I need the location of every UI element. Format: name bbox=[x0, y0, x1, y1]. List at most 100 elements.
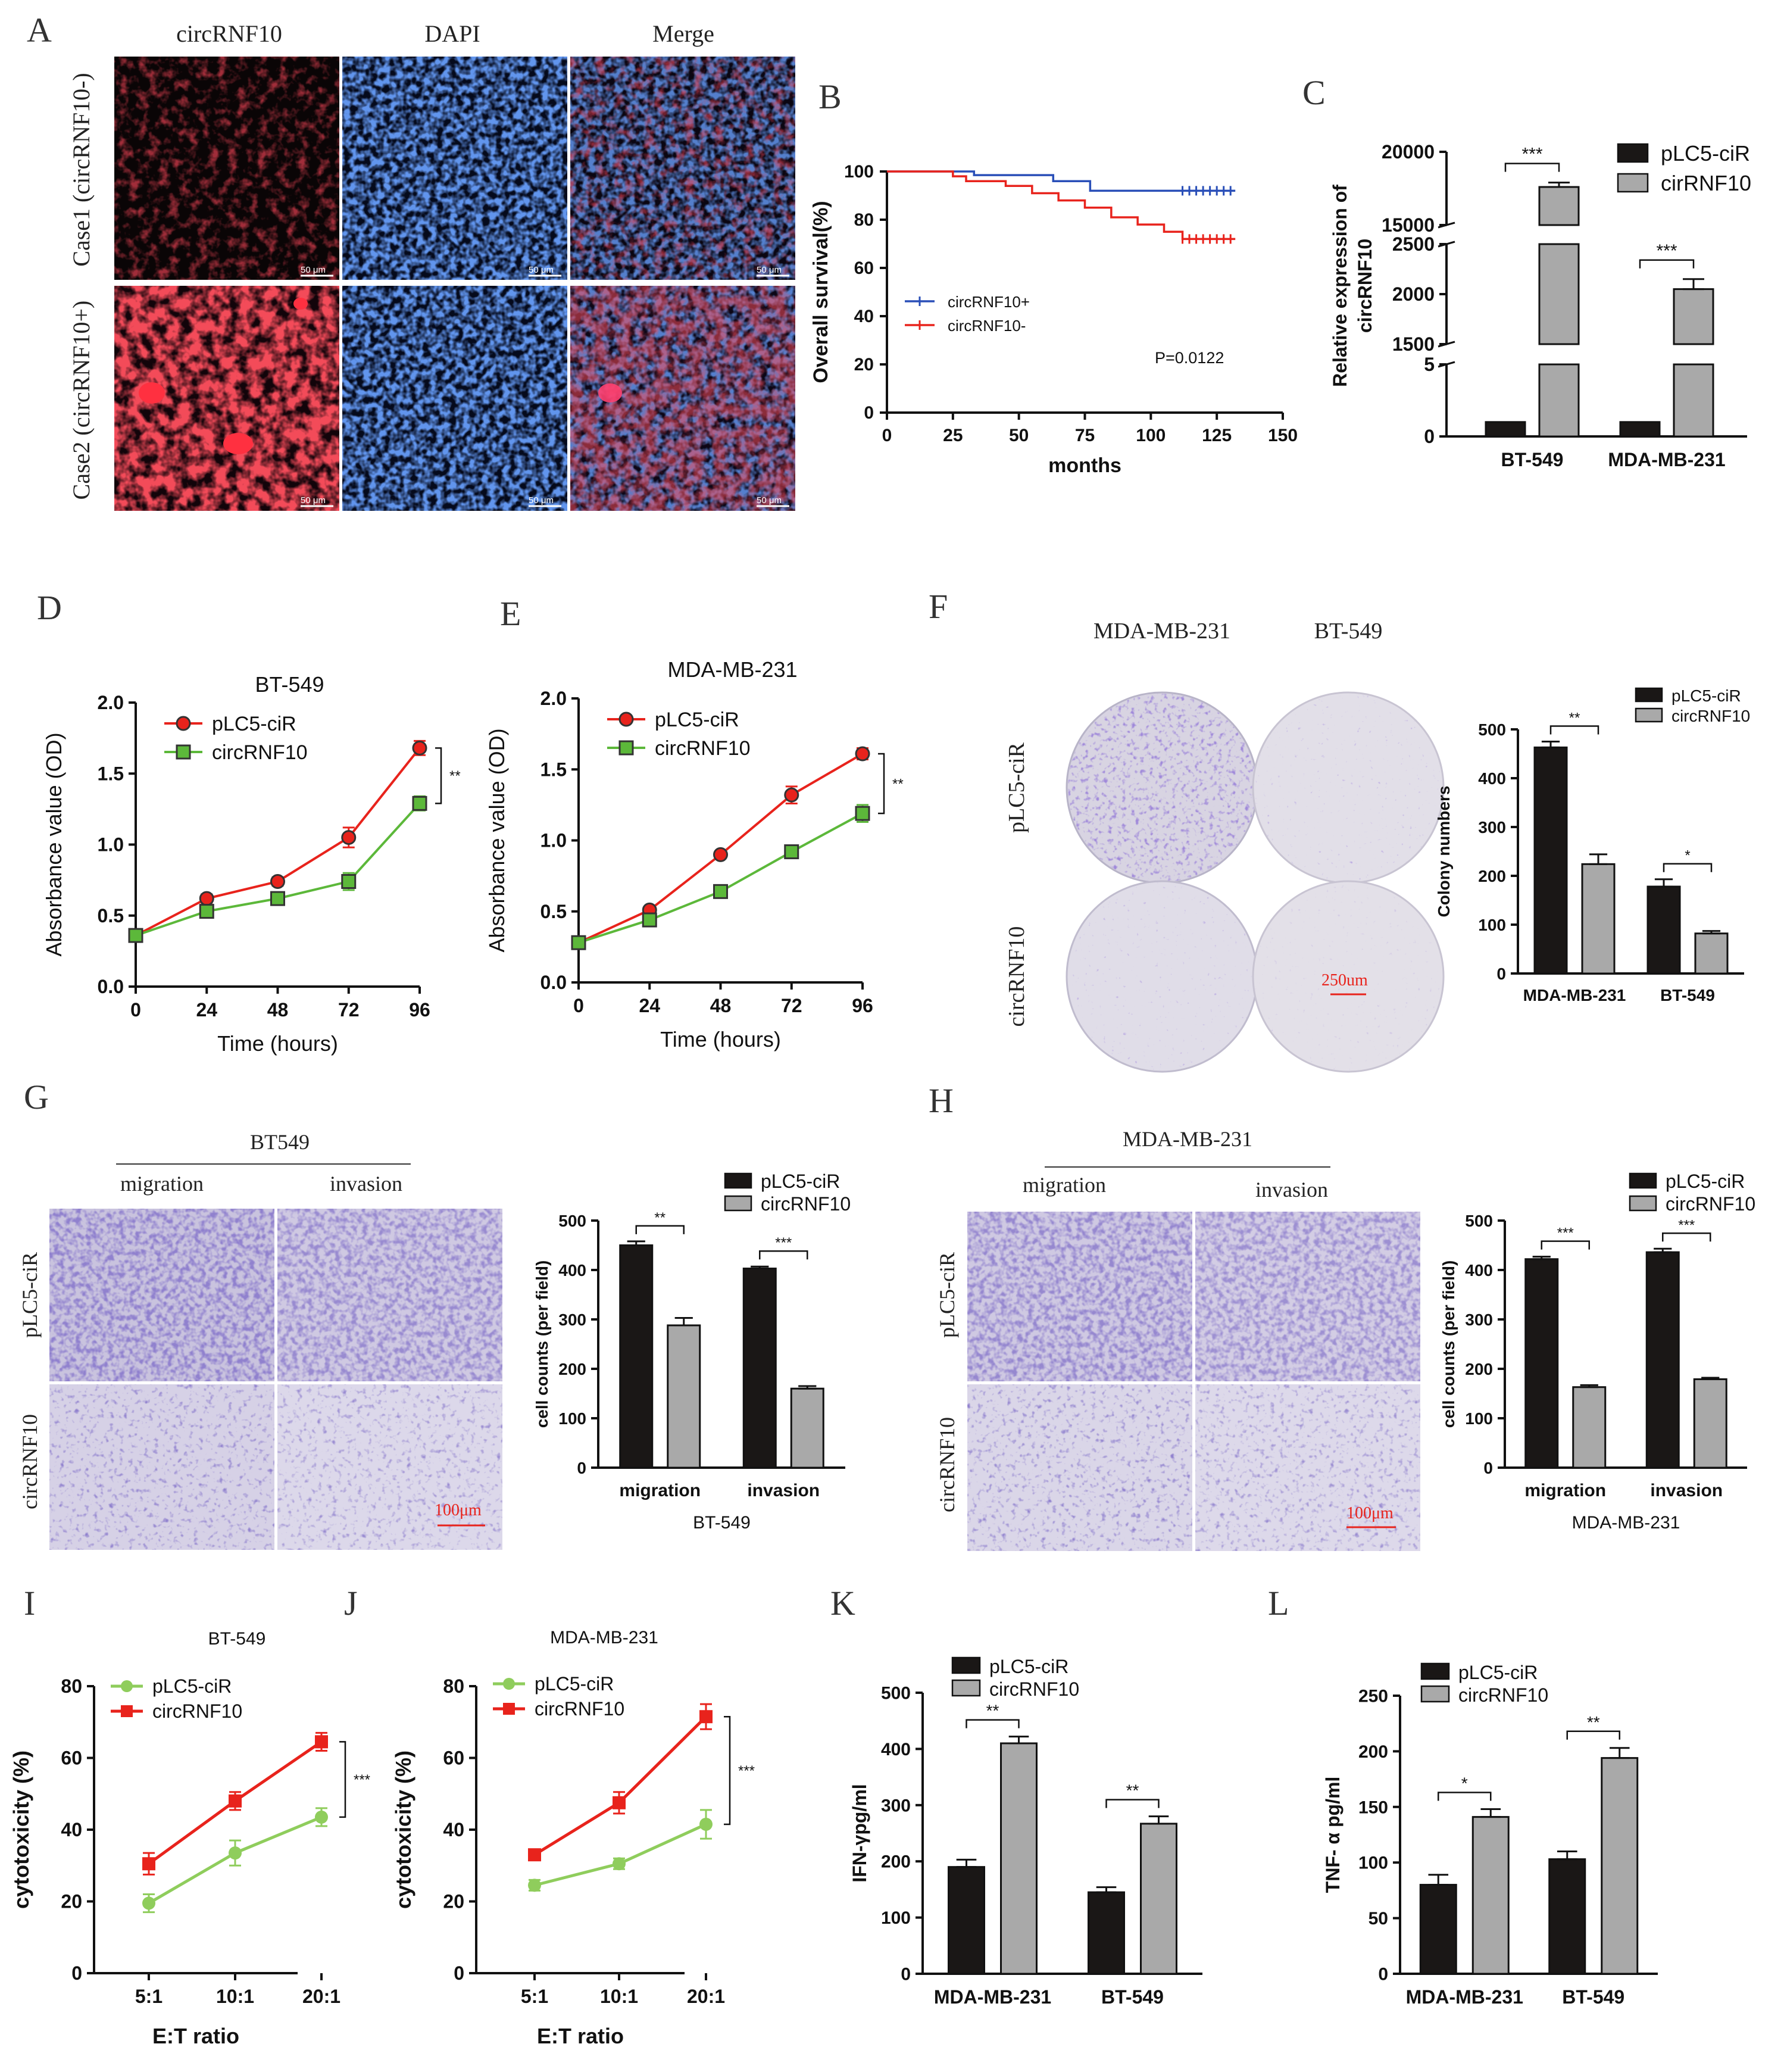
x-tick-label: 96 bbox=[409, 999, 430, 1021]
x-tick-label: 0 bbox=[573, 995, 584, 1016]
y-tick-label: 150 bbox=[1358, 1798, 1388, 1817]
y-axis-label: cell counts (per field) bbox=[1439, 1260, 1458, 1428]
y-tick-label: 300 bbox=[558, 1310, 586, 1329]
x-tick-label: 20:1 bbox=[302, 1986, 340, 2007]
scale-bar-label: 50 μm bbox=[529, 265, 554, 275]
y-tick-label: 250 bbox=[1358, 1687, 1388, 1706]
y-tick-label: 2.0 bbox=[540, 688, 567, 709]
transwell-g-invasion-circ bbox=[277, 1384, 502, 1550]
panel-letter-f: F bbox=[929, 587, 948, 626]
data-point bbox=[613, 1857, 626, 1871]
significance-bracket bbox=[1549, 725, 1599, 735]
x-tick-label: 5:1 bbox=[521, 1986, 548, 2007]
bar bbox=[1000, 1742, 1038, 1975]
y-tick-label: 20 bbox=[443, 1891, 464, 1912]
series-line bbox=[135, 747, 421, 937]
bar bbox=[1548, 1858, 1586, 1975]
y-tick-label: 500 bbox=[1478, 720, 1506, 739]
x-tick-label: 48 bbox=[710, 995, 732, 1016]
panel-a-col-dapi: DAPI bbox=[424, 20, 480, 47]
data-point bbox=[229, 1846, 242, 1860]
survival-curve bbox=[887, 170, 1236, 192]
y-axis-label: Overall survival(%) bbox=[810, 201, 832, 383]
transwell-g-migration-circ bbox=[49, 1384, 274, 1550]
y-axis-label: TNF- α pg/ml bbox=[1322, 1777, 1344, 1893]
y-axis-label: IFN-γpg/ml bbox=[849, 1784, 870, 1882]
y-tick-label: 1500 bbox=[1392, 333, 1435, 355]
data-point bbox=[528, 1848, 541, 1862]
bar bbox=[1524, 1258, 1559, 1469]
bar bbox=[1485, 421, 1526, 438]
panel-a-row-case1: Case1 (circRNF10-) bbox=[68, 73, 95, 266]
y-tick-label: 100 bbox=[1478, 916, 1506, 934]
panel-f-scale-label: 250um bbox=[1321, 971, 1368, 990]
x-tick-label: MDA-MB-231 bbox=[934, 1986, 1051, 2008]
series-line bbox=[533, 1715, 707, 1856]
data-point bbox=[699, 1710, 713, 1724]
y-tick-label: 300 bbox=[1478, 818, 1506, 837]
panel-letter-j: J bbox=[344, 1584, 358, 1622]
y-tick-label: 40 bbox=[61, 1819, 82, 1840]
y-tick-label: 2500 bbox=[1392, 233, 1435, 255]
p-value-annotation: P=0.0122 bbox=[1155, 349, 1224, 367]
legend-label: pLC5-ciR bbox=[989, 1656, 1068, 1677]
data-point bbox=[341, 830, 357, 845]
legend-label: circRNF10 bbox=[212, 741, 308, 764]
transwell-h-invasion-plc5 bbox=[1195, 1212, 1420, 1381]
legend-label: pLC5-ciR bbox=[1666, 1171, 1745, 1192]
scale-bar-label: 50 μm bbox=[529, 495, 554, 505]
legend-swatch bbox=[724, 1195, 752, 1212]
data-point bbox=[412, 795, 427, 811]
panel-g-col-invasion: invasion bbox=[330, 1172, 402, 1196]
data-point bbox=[315, 1810, 328, 1824]
y-tick-label: 500 bbox=[881, 1684, 911, 1703]
panel-letter-e: E bbox=[500, 594, 521, 633]
y-tick-label: 0 bbox=[1496, 965, 1506, 983]
significance-label: *** bbox=[738, 1763, 755, 1779]
y-tick-label: 300 bbox=[881, 1796, 911, 1815]
legend-marker bbox=[618, 712, 634, 727]
significance-bracket bbox=[1566, 1730, 1620, 1740]
y-tick-label: 0.0 bbox=[98, 976, 124, 997]
survival-curve bbox=[887, 170, 1236, 241]
bar bbox=[1581, 863, 1616, 975]
data-point bbox=[341, 874, 357, 890]
significance-bracket bbox=[966, 1719, 1020, 1728]
legend-swatch bbox=[1420, 1685, 1450, 1703]
y-tick-label: 0.5 bbox=[540, 901, 567, 922]
y-tick-label: 0 bbox=[1424, 426, 1435, 447]
panel-letter-a: A bbox=[27, 11, 52, 49]
legend-marker bbox=[121, 1705, 133, 1717]
significance-label: *** bbox=[354, 1772, 370, 1788]
y-tick-label: 2000 bbox=[1392, 283, 1435, 305]
significance-bracket bbox=[878, 753, 885, 815]
panel-g-scale-label: 100μm bbox=[435, 1501, 482, 1519]
legend-marker bbox=[176, 744, 191, 760]
if-image-case2-circrnf10 bbox=[114, 286, 339, 511]
x-tick-label: 150 bbox=[1268, 426, 1298, 445]
y-tick-label: 400 bbox=[1465, 1261, 1493, 1280]
y-tick-label: 20 bbox=[61, 1891, 82, 1912]
panel-a-col-merge: Merge bbox=[652, 20, 714, 47]
chart-d: 0.0 0.5 1.0 1.5 2.0 0 24 48 72 96 Time (hours) Abso… bbox=[42, 672, 461, 1056]
y-tick-label: 1.0 bbox=[98, 834, 124, 856]
panel-letter-i: I bbox=[24, 1584, 35, 1622]
x-tick-label: 125 bbox=[1202, 426, 1232, 445]
x-tick-label: 10:1 bbox=[216, 1986, 254, 2007]
bar bbox=[1533, 746, 1568, 975]
bar bbox=[1619, 421, 1661, 438]
legend-label: pLC5-ciR bbox=[212, 713, 296, 735]
significance-bracket bbox=[759, 1250, 808, 1260]
legend-marker bbox=[176, 716, 191, 731]
y-tick-label: 500 bbox=[558, 1212, 586, 1230]
y-tick-label: 0 bbox=[577, 1459, 586, 1477]
significance-bracket bbox=[1438, 1792, 1492, 1801]
panel-h-row-circ: circRNF10 bbox=[935, 1417, 959, 1512]
panel-f-images: MDA-MB-231 BT-549 pLC5-ciR circRNF10 250… bbox=[1004, 619, 1445, 1073]
colony-plate-mda-circ bbox=[1066, 880, 1258, 1073]
significance-label: *** bbox=[1678, 1217, 1695, 1233]
legend-swatch bbox=[724, 1172, 752, 1189]
